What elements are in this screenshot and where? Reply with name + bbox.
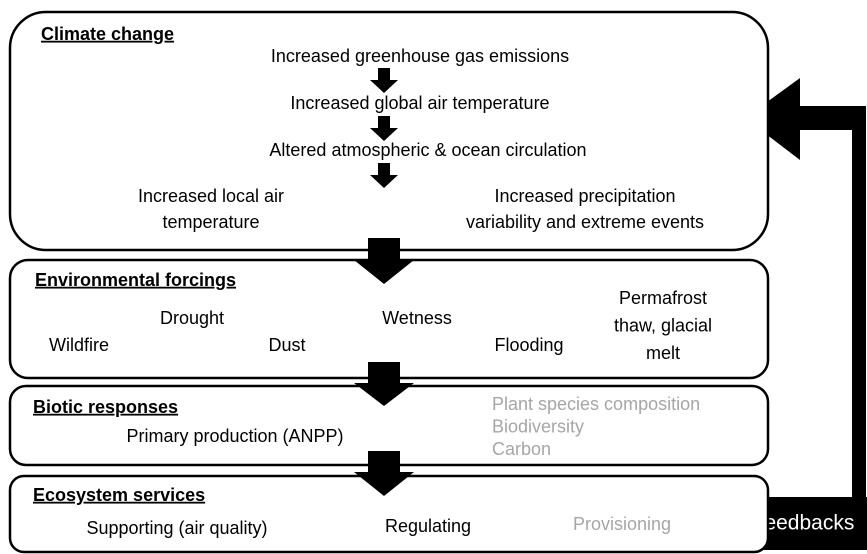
item-text: Altered atmospheric & ocean circulation [269,140,586,160]
item-text: Permafrost [619,288,707,308]
arrow [354,238,414,284]
item-text: Increased local air [138,186,284,206]
arrow [370,163,398,188]
item-text: Carbon [492,439,551,459]
item-text: Increased global air temperature [290,93,549,113]
item-text: Plant species composition [492,394,700,414]
item-text: Increased precipitation [494,186,675,206]
arrow [370,68,398,93]
item-text: temperature [162,212,259,232]
item-text: thaw, glacial [614,315,712,335]
item-text: Increased greenhouse gas emissions [271,46,569,66]
section-title: Ecosystem services [33,485,205,505]
item-text: Drought [160,308,224,328]
item-text: Supporting (air quality) [86,518,267,538]
item-text: melt [646,343,680,363]
section-title: Climate change [41,24,174,44]
item-text: variability and extreme events [466,212,704,232]
item-text: Flooding [494,335,563,355]
arrow [354,451,414,496]
item-text: Regulating [385,516,471,536]
arrow [370,116,398,141]
item-text: Primary production (ANPP) [126,426,343,446]
arrow [354,362,414,406]
section-title: Environmental forcings [35,270,236,290]
feedback-label: Feedbacks [752,512,855,535]
item-text: Dust [268,335,305,355]
section-title: Biotic responses [33,397,178,417]
item-text: Biodiversity [492,416,584,436]
item-text: Provisioning [573,514,671,534]
item-text: Wetness [382,308,452,328]
item-text: Wildfire [49,335,109,355]
